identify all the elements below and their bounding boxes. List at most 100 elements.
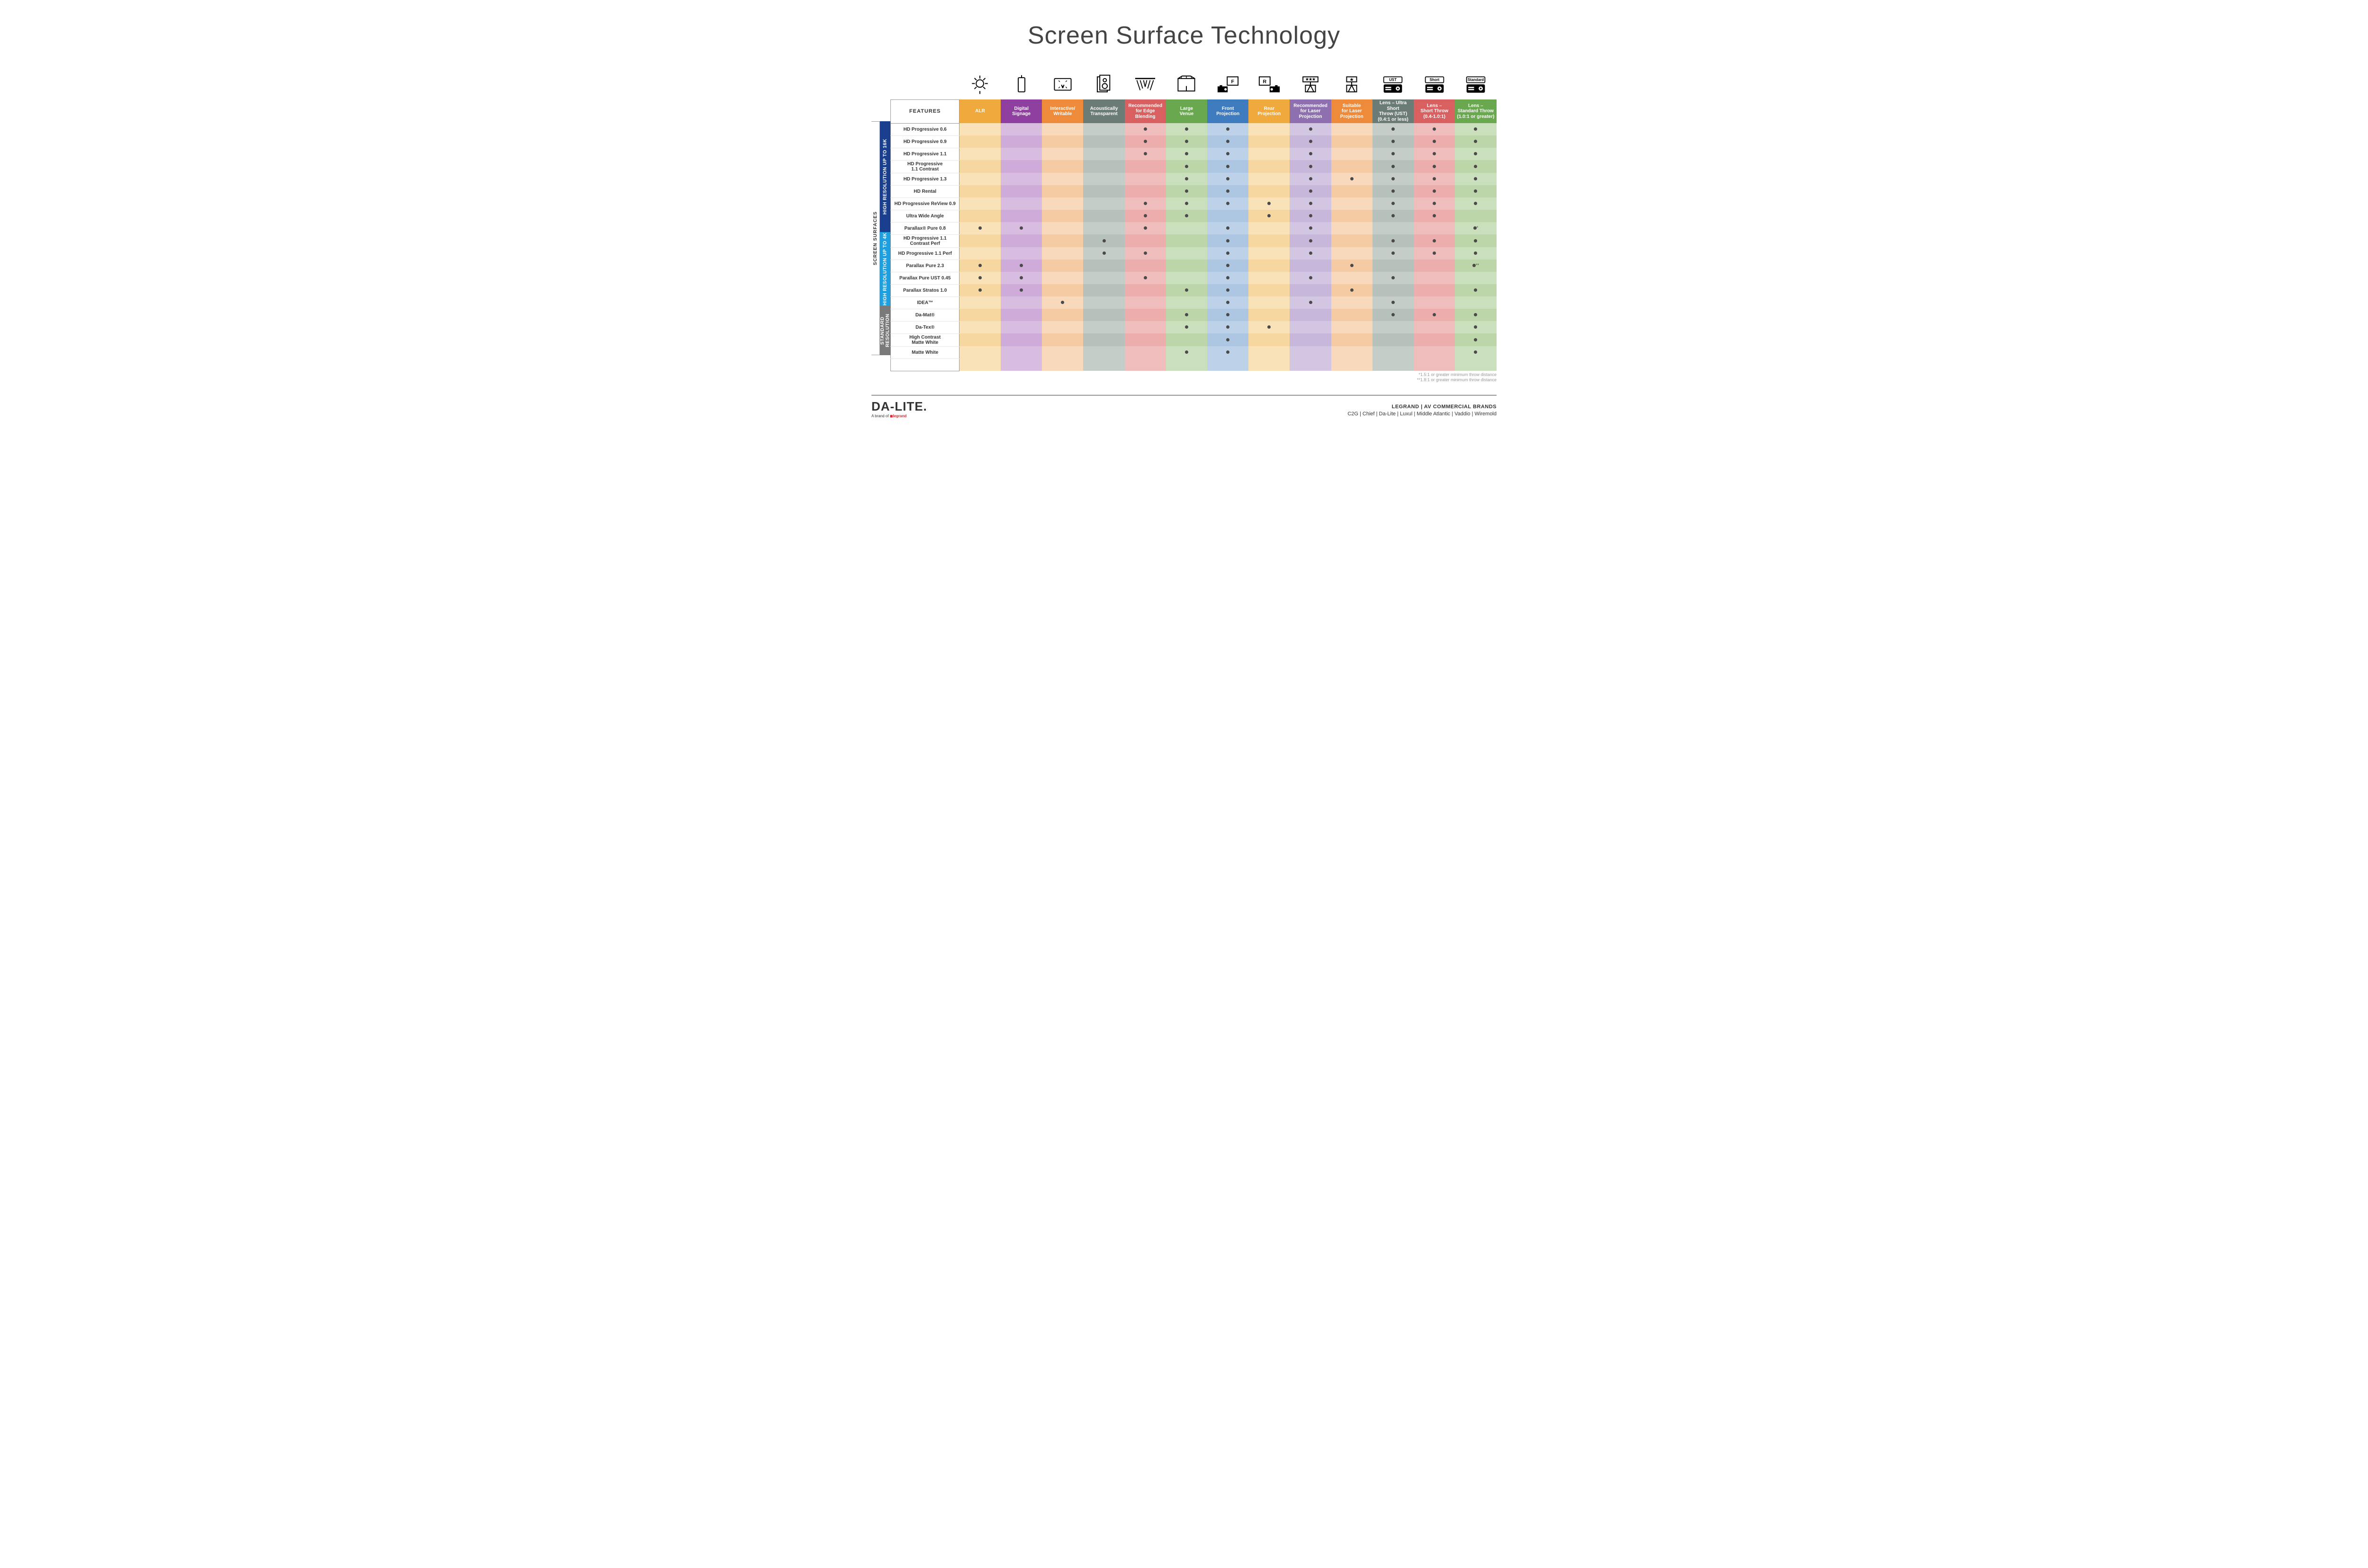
row-label: HD Progressive ReView 0.9 xyxy=(891,197,960,210)
row-label: Parallax Pure UST 0.45 xyxy=(891,272,960,284)
cell-alr xyxy=(960,197,1001,210)
cell-large xyxy=(1166,160,1207,173)
table-row: Parallax Stratos 1.0 xyxy=(891,284,1497,296)
cell-signage xyxy=(1001,333,1042,346)
cell-std xyxy=(1455,160,1496,173)
cell-std xyxy=(1455,123,1496,135)
cell-ust xyxy=(1372,197,1414,210)
cell-alr xyxy=(960,123,1001,135)
table-row: HD Progressive1.1 Contrast xyxy=(891,160,1497,173)
cell-reclaser xyxy=(1290,222,1331,234)
cell-std xyxy=(1455,148,1496,160)
cell-front xyxy=(1207,321,1248,333)
footnote: *1.5:1 or greater minimum throw distance xyxy=(871,372,1497,378)
cell-suitlaser xyxy=(1331,260,1372,272)
cell-writable xyxy=(1042,247,1083,260)
cell-large xyxy=(1166,260,1207,272)
cell-alr xyxy=(960,160,1001,173)
cell-acoustic xyxy=(1083,210,1124,222)
footnotes: *1.5:1 or greater minimum throw distance… xyxy=(871,372,1497,383)
row-label: Ultra Wide Angle xyxy=(891,210,960,222)
cell-acoustic xyxy=(1083,272,1124,284)
cell-rear xyxy=(1248,247,1290,260)
cell-std xyxy=(1455,296,1496,309)
cell-edge xyxy=(1125,296,1166,309)
side-labels: SCREEN SURFACESHIGH RESOLUTION UP TO 16K… xyxy=(871,66,890,371)
cell-edge xyxy=(1125,321,1166,333)
cell-suitlaser xyxy=(1331,272,1372,284)
cell-suitlaser xyxy=(1331,123,1372,135)
cell-signage xyxy=(1001,210,1042,222)
cell-front xyxy=(1207,197,1248,210)
page-title: Screen Surface Technology xyxy=(871,21,1497,50)
cell-front xyxy=(1207,135,1248,148)
svg-text:Standard: Standard xyxy=(1468,78,1484,82)
cell-large xyxy=(1166,272,1207,284)
cell-signage xyxy=(1001,247,1042,260)
cell-large xyxy=(1166,234,1207,247)
cell-rear xyxy=(1248,346,1290,358)
cell-std xyxy=(1455,284,1496,296)
cell-reclaser xyxy=(1290,197,1331,210)
table-row: HD Progressive 1.1 xyxy=(891,148,1497,160)
cell-signage xyxy=(1001,346,1042,358)
table-row: Matte White xyxy=(891,346,1497,358)
table-row: Ultra Wide Angle xyxy=(891,210,1497,222)
cell-reclaser xyxy=(1290,234,1331,247)
cell-ust xyxy=(1372,135,1414,148)
cell-alr xyxy=(960,185,1001,197)
cell-writable xyxy=(1042,173,1083,185)
cell-short xyxy=(1414,346,1455,358)
page: Screen Surface Technology SCREEN SURFACE… xyxy=(852,0,1516,437)
cell-reclaser xyxy=(1290,173,1331,185)
row-label: HD Progressive 1.1Contrast Perf xyxy=(891,234,960,247)
cell-short xyxy=(1414,148,1455,160)
cell-writable xyxy=(1042,260,1083,272)
cell-reclaser xyxy=(1290,160,1331,173)
cell-std xyxy=(1455,272,1496,284)
footer-right: LEGRAND | AV COMMERCIAL BRANDS C2G | Chi… xyxy=(1347,403,1497,418)
cell-writable xyxy=(1042,185,1083,197)
col-header-suitlaser: Suitablefor LaserProjection xyxy=(1331,99,1372,123)
cell-short xyxy=(1414,197,1455,210)
row-label: HD Rental xyxy=(891,185,960,197)
footer-line2: C2G | Chief | Da-Lite | Luxul | Middle A… xyxy=(1347,411,1497,418)
cell-suitlaser xyxy=(1331,346,1372,358)
cell-suitlaser xyxy=(1331,160,1372,173)
cell-front xyxy=(1207,333,1248,346)
col-header-writable: Interactive/Writable xyxy=(1042,99,1083,123)
cell-front xyxy=(1207,160,1248,173)
cell-alr xyxy=(960,173,1001,185)
cell-ust xyxy=(1372,123,1414,135)
cell-acoustic xyxy=(1083,346,1124,358)
cell-suitlaser xyxy=(1331,309,1372,321)
col-header-ust: Lens – Ultra ShortThrow (UST)(0.4:1 or l… xyxy=(1372,99,1414,123)
cell-rear xyxy=(1248,309,1290,321)
cell-writable xyxy=(1042,135,1083,148)
cell-alr xyxy=(960,247,1001,260)
cell-signage xyxy=(1001,234,1042,247)
cell-std xyxy=(1455,346,1496,358)
cell-ust xyxy=(1372,173,1414,185)
cell-signage xyxy=(1001,296,1042,309)
cell-acoustic xyxy=(1083,160,1124,173)
cell-short xyxy=(1414,234,1455,247)
cell-ust xyxy=(1372,333,1414,346)
features-header: FEATURES xyxy=(891,99,960,123)
col-header-rear: RearProjection xyxy=(1248,99,1290,123)
cell-rear xyxy=(1248,296,1290,309)
icon-rear: R xyxy=(1248,66,1290,99)
cell-acoustic xyxy=(1083,234,1124,247)
cell-front xyxy=(1207,123,1248,135)
icon-short: Short xyxy=(1414,66,1455,99)
col-header-std: Lens –Standard Throw(1.0:1 or greater) xyxy=(1455,99,1496,123)
cell-large xyxy=(1166,333,1207,346)
cell-alr xyxy=(960,321,1001,333)
table-row: HD Progressive 0.9 xyxy=(891,135,1497,148)
cell-suitlaser xyxy=(1331,296,1372,309)
cell-suitlaser xyxy=(1331,197,1372,210)
cell-std xyxy=(1455,234,1496,247)
cell-edge xyxy=(1125,197,1166,210)
table-row: Da-Mat® xyxy=(891,309,1497,321)
cell-short xyxy=(1414,272,1455,284)
